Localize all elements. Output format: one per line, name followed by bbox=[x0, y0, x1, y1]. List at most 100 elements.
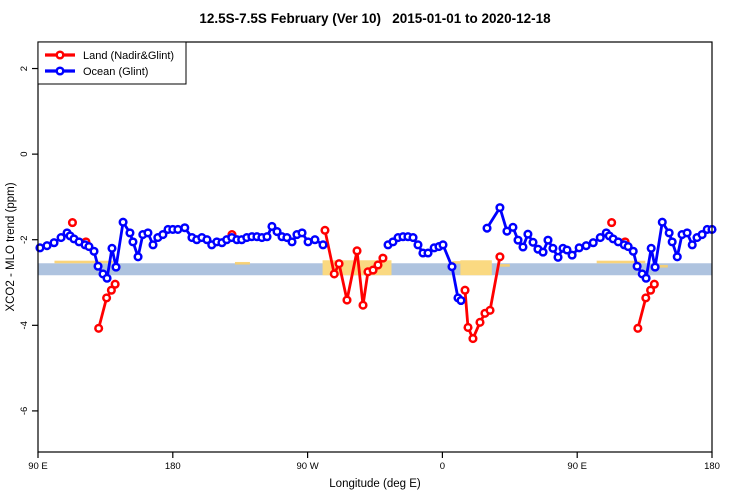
plot-frame bbox=[37, 41, 713, 453]
data-point bbox=[574, 243, 584, 253]
data-point bbox=[485, 305, 495, 315]
data-point bbox=[110, 279, 120, 289]
legend-box bbox=[37, 41, 187, 85]
highlight-dash bbox=[655, 264, 668, 268]
data-point bbox=[523, 229, 533, 239]
data-point bbox=[42, 241, 52, 251]
data-point bbox=[272, 227, 282, 237]
legend-marker bbox=[55, 66, 65, 76]
data-point bbox=[632, 261, 642, 271]
legend-marker bbox=[55, 50, 65, 60]
data-point bbox=[646, 285, 656, 295]
data-point bbox=[687, 240, 697, 250]
data-point bbox=[102, 273, 112, 283]
data-point bbox=[468, 334, 478, 344]
data-point bbox=[628, 246, 638, 256]
data-point bbox=[562, 245, 572, 255]
y-tick-label: -6 bbox=[19, 407, 30, 415]
highlight-dash bbox=[234, 261, 250, 265]
data-point bbox=[158, 230, 168, 240]
data-point bbox=[667, 237, 677, 247]
data-point bbox=[495, 203, 505, 213]
data-point bbox=[581, 241, 591, 251]
data-point bbox=[475, 317, 485, 327]
data-point bbox=[352, 246, 362, 256]
data-point bbox=[373, 260, 383, 270]
data-point bbox=[94, 323, 104, 333]
y-axis: 2 0 -2 -4 -6 XCO2 - MLO trend (ppm) bbox=[5, 66, 38, 415]
data-point bbox=[657, 217, 667, 227]
data-point bbox=[548, 243, 558, 253]
data-point bbox=[111, 262, 121, 272]
data-point bbox=[303, 237, 313, 247]
data-point bbox=[502, 226, 512, 236]
x-tick-label: 90 E bbox=[567, 461, 587, 472]
data-point bbox=[133, 252, 143, 262]
data-point bbox=[413, 240, 423, 250]
data-point bbox=[202, 235, 212, 245]
data-point bbox=[84, 242, 94, 252]
data-point bbox=[102, 293, 112, 303]
data-point bbox=[508, 222, 518, 232]
data-point bbox=[641, 293, 651, 303]
chart-title: 12.5S-7.5S February (Ver 10) 2015-01-01 … bbox=[199, 11, 551, 26]
data-point bbox=[318, 240, 328, 250]
data-point bbox=[143, 228, 153, 238]
series-land bbox=[67, 218, 659, 344]
data-point bbox=[650, 262, 660, 272]
data-point bbox=[320, 225, 330, 235]
data-point bbox=[287, 237, 297, 247]
data-point bbox=[310, 235, 320, 245]
data-point bbox=[342, 295, 352, 305]
data-point bbox=[89, 246, 99, 256]
data-point bbox=[595, 233, 605, 243]
series-ocean bbox=[35, 203, 717, 306]
data-point bbox=[518, 242, 528, 252]
legend-label: Land (Nadir&Glint) bbox=[83, 50, 174, 62]
highlight-dash bbox=[596, 260, 646, 264]
data-point bbox=[267, 221, 277, 232]
x-tick-label: 90 E bbox=[28, 461, 48, 472]
data-point bbox=[180, 223, 190, 233]
data-point bbox=[641, 273, 651, 283]
data-point bbox=[528, 237, 538, 247]
legend-label: Ocean (Glint) bbox=[83, 66, 148, 78]
x-tick-label: 180 bbox=[165, 461, 181, 472]
x-tick-label: 0 bbox=[440, 461, 445, 472]
data-point bbox=[106, 285, 116, 295]
data-point bbox=[567, 250, 577, 260]
data-point bbox=[125, 228, 135, 238]
data-point bbox=[553, 252, 563, 262]
data-point bbox=[49, 238, 59, 248]
data-point bbox=[646, 243, 656, 253]
highlight-dash bbox=[452, 261, 462, 264]
data-point bbox=[334, 259, 344, 269]
y-tick-label: -2 bbox=[19, 235, 30, 243]
data-point bbox=[456, 295, 466, 306]
data-point bbox=[173, 224, 183, 235]
legend: Land (Nadir&Glint) Ocean (Glint) bbox=[37, 41, 187, 85]
highlight-block bbox=[460, 260, 492, 276]
y-tick-label: -4 bbox=[19, 321, 30, 329]
data-point bbox=[633, 323, 643, 333]
data-point bbox=[664, 228, 674, 238]
x-axis-title: Longitude (deg E) bbox=[329, 478, 421, 490]
data-point bbox=[447, 262, 457, 272]
data-point bbox=[93, 261, 103, 271]
data-point bbox=[56, 233, 66, 243]
data-point bbox=[358, 300, 368, 310]
data-point bbox=[128, 237, 138, 247]
data-point bbox=[423, 248, 433, 258]
x-tick-label: 90 W bbox=[297, 461, 319, 472]
data-point bbox=[672, 252, 682, 262]
data-point bbox=[697, 230, 707, 240]
data-point bbox=[118, 217, 128, 227]
x-tick-label: 180 bbox=[704, 461, 720, 472]
data-point bbox=[513, 235, 523, 245]
data-point bbox=[262, 232, 272, 242]
data-point bbox=[607, 218, 617, 228]
data-point bbox=[148, 240, 158, 250]
data-point bbox=[538, 247, 548, 257]
